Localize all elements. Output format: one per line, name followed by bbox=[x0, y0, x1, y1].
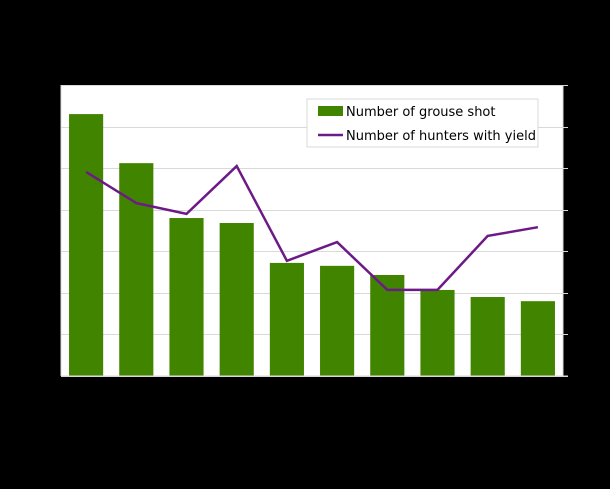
legend: Number of grouse shot Number of hunters … bbox=[306, 98, 539, 148]
bar bbox=[219, 223, 254, 376]
bar bbox=[269, 262, 304, 376]
legend-swatch-bar bbox=[318, 106, 343, 116]
bar bbox=[69, 114, 104, 376]
bar bbox=[420, 289, 455, 376]
bar bbox=[370, 274, 405, 376]
bar bbox=[470, 297, 505, 376]
bar bbox=[169, 218, 204, 376]
bar-series-grouse-shot bbox=[69, 114, 555, 376]
right-axis-ticks bbox=[563, 85, 568, 377]
bar bbox=[119, 163, 154, 376]
legend-label-hunters-with-yield: Number of hunters with yield bbox=[346, 129, 536, 144]
legend-box bbox=[306, 98, 539, 148]
line-series-hunters-with-yield bbox=[85, 164, 539, 292]
legend-label-grouse-shot: Number of grouse shot bbox=[346, 105, 496, 120]
bar bbox=[520, 301, 555, 376]
bar bbox=[320, 265, 355, 376]
